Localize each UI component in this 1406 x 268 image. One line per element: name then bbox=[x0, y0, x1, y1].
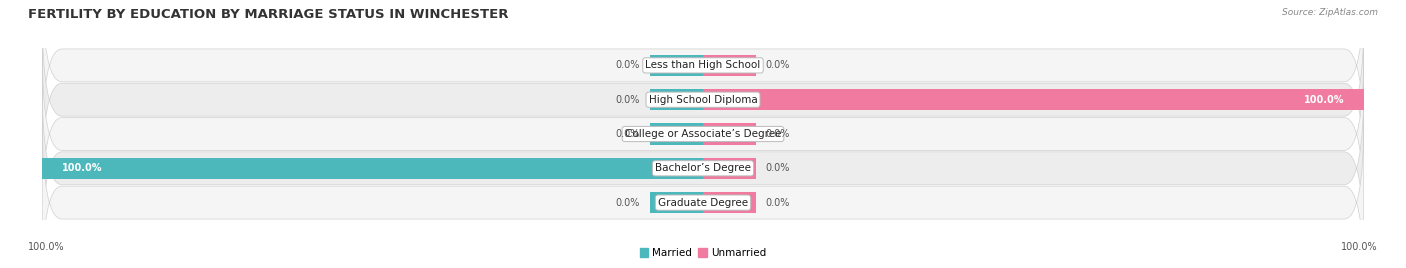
Text: 0.0%: 0.0% bbox=[766, 198, 790, 208]
Bar bbox=[703, 158, 756, 179]
Text: High School Diploma: High School Diploma bbox=[648, 95, 758, 105]
Text: Bachelor’s Degree: Bachelor’s Degree bbox=[655, 163, 751, 173]
Text: 100.0%: 100.0% bbox=[28, 242, 65, 252]
Text: FERTILITY BY EDUCATION BY MARRIAGE STATUS IN WINCHESTER: FERTILITY BY EDUCATION BY MARRIAGE STATU… bbox=[28, 8, 509, 21]
FancyBboxPatch shape bbox=[42, 82, 1364, 255]
Text: 0.0%: 0.0% bbox=[766, 163, 790, 173]
Text: 0.0%: 0.0% bbox=[766, 129, 790, 139]
Text: 0.0%: 0.0% bbox=[616, 60, 640, 70]
Text: 0.0%: 0.0% bbox=[616, 95, 640, 105]
FancyBboxPatch shape bbox=[42, 47, 1364, 221]
Text: 100.0%: 100.0% bbox=[1303, 95, 1344, 105]
Text: Less than High School: Less than High School bbox=[645, 60, 761, 70]
Bar bbox=[42, 158, 703, 179]
FancyBboxPatch shape bbox=[42, 13, 1364, 186]
FancyBboxPatch shape bbox=[42, 116, 1364, 268]
Text: Graduate Degree: Graduate Degree bbox=[658, 198, 748, 208]
Bar bbox=[703, 192, 756, 213]
Text: College or Associate’s Degree: College or Associate’s Degree bbox=[624, 129, 782, 139]
Bar bbox=[650, 55, 703, 76]
Text: Source: ZipAtlas.com: Source: ZipAtlas.com bbox=[1282, 8, 1378, 17]
Bar bbox=[650, 192, 703, 213]
FancyBboxPatch shape bbox=[42, 0, 1364, 152]
Bar bbox=[650, 89, 703, 110]
Bar bbox=[650, 123, 703, 145]
Bar bbox=[703, 123, 756, 145]
Bar bbox=[703, 89, 1364, 110]
Bar bbox=[703, 55, 756, 76]
Text: 0.0%: 0.0% bbox=[766, 60, 790, 70]
Text: 0.0%: 0.0% bbox=[616, 129, 640, 139]
Text: 100.0%: 100.0% bbox=[1341, 242, 1378, 252]
Text: 0.0%: 0.0% bbox=[616, 198, 640, 208]
Text: 100.0%: 100.0% bbox=[62, 163, 103, 173]
Legend: Married, Unmarried: Married, Unmarried bbox=[636, 244, 770, 263]
